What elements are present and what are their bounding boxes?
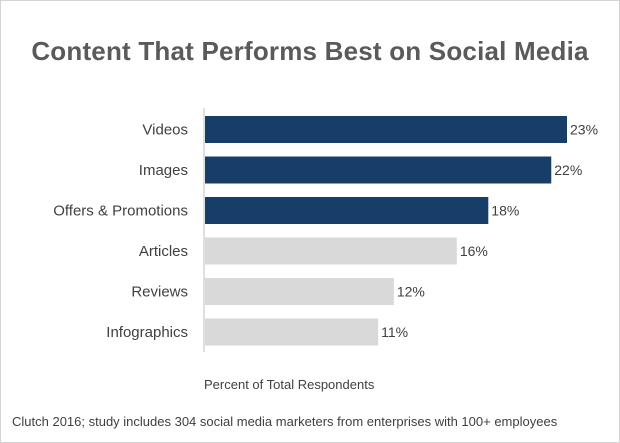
category-label-videos: Videos xyxy=(142,122,188,139)
source-note: Clutch 2016; study includes 304 social m… xyxy=(12,414,558,429)
category-label-infographics: Infographics xyxy=(106,324,188,341)
category-label-articles: Articles xyxy=(139,243,188,260)
bar-videos xyxy=(205,116,567,143)
value-label-offers-promotions: 18% xyxy=(491,203,519,219)
value-label-images: 22% xyxy=(554,162,582,178)
category-label-images: Images xyxy=(139,162,188,179)
category-label-reviews: Reviews xyxy=(131,284,188,301)
value-label-infographics: 11% xyxy=(381,324,408,340)
bar-articles xyxy=(205,237,457,265)
chart-title: Content That Performs Best on Social Med… xyxy=(31,36,589,66)
labels-layer: Videos 23% Images 22% Offers & Promotions 18%… xyxy=(53,122,598,342)
bar-infographics xyxy=(205,318,379,346)
bar-offers-promotions xyxy=(205,197,489,224)
bars-layer xyxy=(205,116,567,346)
category-label-offers-promotions: Offers & Promotions xyxy=(53,203,188,220)
value-label-articles: 16% xyxy=(460,243,488,259)
bar-reviews xyxy=(205,278,394,305)
bar-images xyxy=(205,156,552,184)
value-label-videos: 23% xyxy=(570,122,598,138)
value-label-reviews: 12% xyxy=(397,284,425,300)
x-axis-label: Percent of Total Respondents xyxy=(204,377,375,392)
